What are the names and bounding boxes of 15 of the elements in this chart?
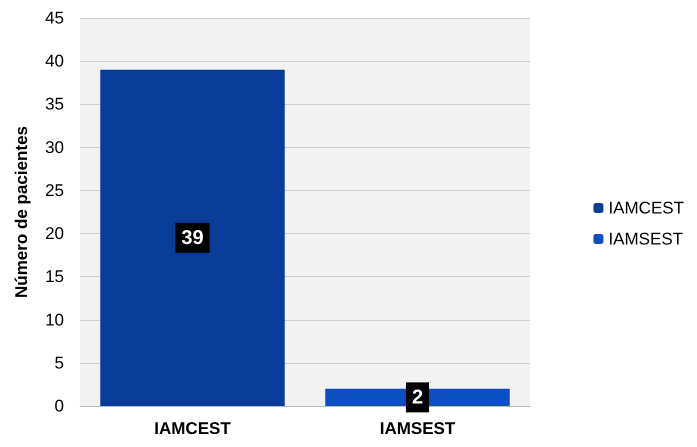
y-tick-label: 30 — [45, 138, 64, 157]
y-tick-label: 35 — [45, 94, 64, 114]
legend-label: IAMCEST — [608, 198, 684, 218]
y-tick-label: 45 — [45, 8, 64, 28]
y-axis-title: Número de pacientes — [12, 126, 31, 298]
data-label: 2 — [412, 386, 424, 408]
y-tick-label: 15 — [45, 267, 64, 286]
y-tick-label: 10 — [45, 310, 64, 330]
y-tick-label: 20 — [45, 224, 64, 244]
y-tick-label: 5 — [54, 353, 64, 372]
y-tick-label: 25 — [45, 180, 64, 200]
y-tick-label: 0 — [54, 396, 64, 416]
y-tick-label: 40 — [45, 52, 64, 71]
data-label: 39 — [181, 226, 204, 249]
legend-label: IAMSEST — [608, 230, 684, 248]
